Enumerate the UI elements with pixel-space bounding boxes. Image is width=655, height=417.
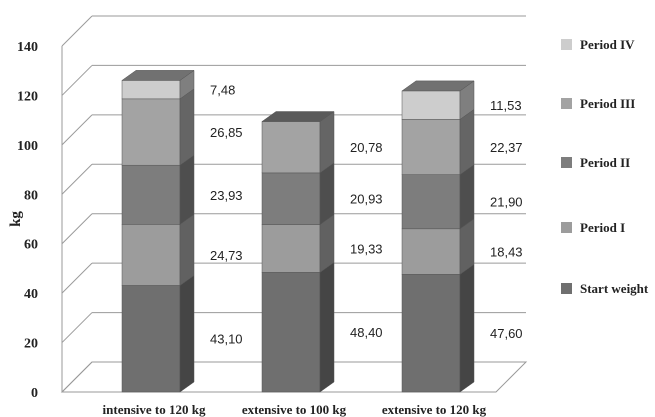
- bar-segment: [401, 274, 461, 393]
- bar-segment: [121, 80, 181, 100]
- legend-label: Period I: [580, 220, 625, 235]
- data-label: 48,40: [350, 325, 383, 340]
- bar-segment: [261, 272, 321, 393]
- gridline-diagonal: [61, 15, 93, 47]
- bar-top: [401, 80, 475, 92]
- y-axis-label: kg: [8, 211, 24, 227]
- data-label: 20,93: [350, 192, 383, 207]
- gridline-diagonal: [61, 312, 93, 343]
- gridline-diagonal: [61, 213, 93, 245]
- y-tick-label: 120: [17, 89, 38, 104]
- y-tick-label: 80: [24, 188, 38, 203]
- bar-segment-side: [459, 164, 475, 230]
- bar-top: [261, 111, 335, 122]
- gridline-diagonal: [61, 114, 93, 146]
- bar-segment: [121, 285, 181, 393]
- legend-swatch: [561, 157, 572, 168]
- legend-swatch: [561, 39, 572, 50]
- data-label: 43,10: [210, 332, 243, 347]
- bar-segment-side: [319, 162, 335, 226]
- x-tick-label: intensive to 120 kg: [103, 402, 206, 417]
- data-label: 7,48: [210, 83, 235, 98]
- legend-label: Start weight: [580, 281, 649, 296]
- data-label: 22,37: [490, 140, 523, 155]
- x-tick-label: extensive to 120 kg: [382, 402, 487, 417]
- bar-segment-side: [319, 261, 335, 393]
- bar-segment: [401, 174, 461, 230]
- bar-segment-side: [179, 88, 195, 166]
- data-label: 18,43: [490, 245, 523, 260]
- data-label: 26,85: [210, 125, 243, 140]
- bar-segment-side: [459, 263, 475, 393]
- data-label: 47,60: [490, 326, 523, 341]
- y-tick-label: 0: [31, 386, 38, 401]
- bar-segment: [261, 121, 321, 174]
- bar-segment: [261, 172, 321, 225]
- y-tick-label: 20: [24, 337, 38, 352]
- bar-segment: [121, 98, 181, 166]
- y-tick-label: 40: [24, 287, 38, 302]
- legend-label: Period III: [580, 96, 635, 111]
- bar-segment-side: [179, 213, 195, 286]
- y-tick-label: 140: [17, 40, 38, 55]
- bar-segment-side: [459, 108, 475, 176]
- x-tick-label: extensive to 100 kg: [242, 402, 347, 417]
- gridline-diagonal: [61, 163, 93, 195]
- bar-segment-side: [319, 111, 335, 174]
- y-tick-label: 100: [17, 139, 38, 154]
- gridline-diagonal: [61, 262, 93, 294]
- chart-floor: [60, 361, 528, 393]
- bar-segment-side: [179, 154, 195, 225]
- data-label: 11,53: [490, 98, 522, 113]
- bar-segment-side: [179, 274, 195, 393]
- data-label: 23,93: [210, 188, 243, 203]
- bar-segment: [261, 224, 321, 273]
- legend-swatch: [561, 98, 572, 109]
- bar-segment: [121, 224, 181, 286]
- bar-top: [121, 70, 195, 81]
- data-label: 21,90: [490, 195, 523, 210]
- data-label: 20,78: [350, 140, 383, 155]
- bar-segment: [121, 164, 181, 225]
- bar-segment: [401, 119, 461, 175]
- legend-swatch: [561, 222, 572, 233]
- bar-segment: [401, 90, 461, 120]
- data-label: 24,73: [210, 248, 243, 263]
- legend-swatch: [561, 283, 572, 294]
- bar-segment: [401, 228, 461, 275]
- data-label: 19,33: [350, 241, 383, 256]
- gridline-diagonal: [61, 65, 93, 96]
- legend-label: Period II: [580, 155, 630, 170]
- y-tick-label: 60: [24, 238, 38, 253]
- legend-label: Period IV: [580, 37, 635, 52]
